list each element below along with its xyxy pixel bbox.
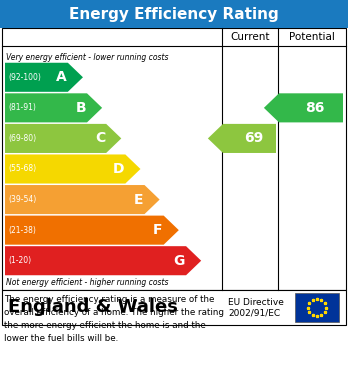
Text: (39-54): (39-54) (8, 195, 36, 204)
Polygon shape (5, 93, 102, 122)
Bar (2, 290, 346, 325)
Polygon shape (5, 215, 179, 245)
Text: the more energy efficient the home is and the: the more energy efficient the home is an… (4, 321, 206, 330)
Polygon shape (5, 154, 141, 183)
Bar (0, 0, 348, 28)
Text: 2002/91/EC: 2002/91/EC (228, 308, 280, 317)
Text: A: A (56, 70, 67, 84)
Text: Very energy efficient - lower running costs: Very energy efficient - lower running co… (6, 53, 168, 62)
Text: 86: 86 (305, 101, 325, 115)
Text: (1-20): (1-20) (8, 256, 31, 265)
Polygon shape (5, 63, 83, 92)
Text: Potential: Potential (289, 32, 335, 42)
Text: lower the fuel bills will be.: lower the fuel bills will be. (4, 334, 118, 343)
Text: C: C (95, 131, 105, 145)
Text: (69-80): (69-80) (8, 134, 36, 143)
Polygon shape (5, 124, 121, 153)
Text: overall efficiency of a home. The higher the rating: overall efficiency of a home. The higher… (4, 308, 224, 317)
Text: Energy Efficiency Rating: Energy Efficiency Rating (69, 7, 279, 22)
Polygon shape (5, 185, 160, 214)
Text: Not energy efficient - higher running costs: Not energy efficient - higher running co… (6, 278, 168, 287)
Polygon shape (208, 124, 276, 153)
Bar (2, 28, 346, 290)
Text: The energy efficiency rating is a measure of the: The energy efficiency rating is a measur… (4, 295, 214, 304)
Text: D: D (113, 162, 124, 176)
Text: (55-68): (55-68) (8, 165, 36, 174)
Text: Current: Current (230, 32, 270, 42)
Polygon shape (5, 246, 201, 275)
Text: EU Directive: EU Directive (228, 298, 284, 307)
Text: F: F (153, 223, 163, 237)
Text: (81-91): (81-91) (8, 103, 36, 112)
Text: 69: 69 (244, 131, 263, 145)
Text: (21-38): (21-38) (8, 226, 36, 235)
Polygon shape (264, 93, 343, 122)
Text: B: B (76, 101, 86, 115)
Text: England & Wales: England & Wales (8, 298, 178, 316)
Bar (295, 293, 339, 322)
Text: E: E (134, 193, 143, 206)
Text: G: G (174, 254, 185, 268)
Text: (92-100): (92-100) (8, 73, 41, 82)
